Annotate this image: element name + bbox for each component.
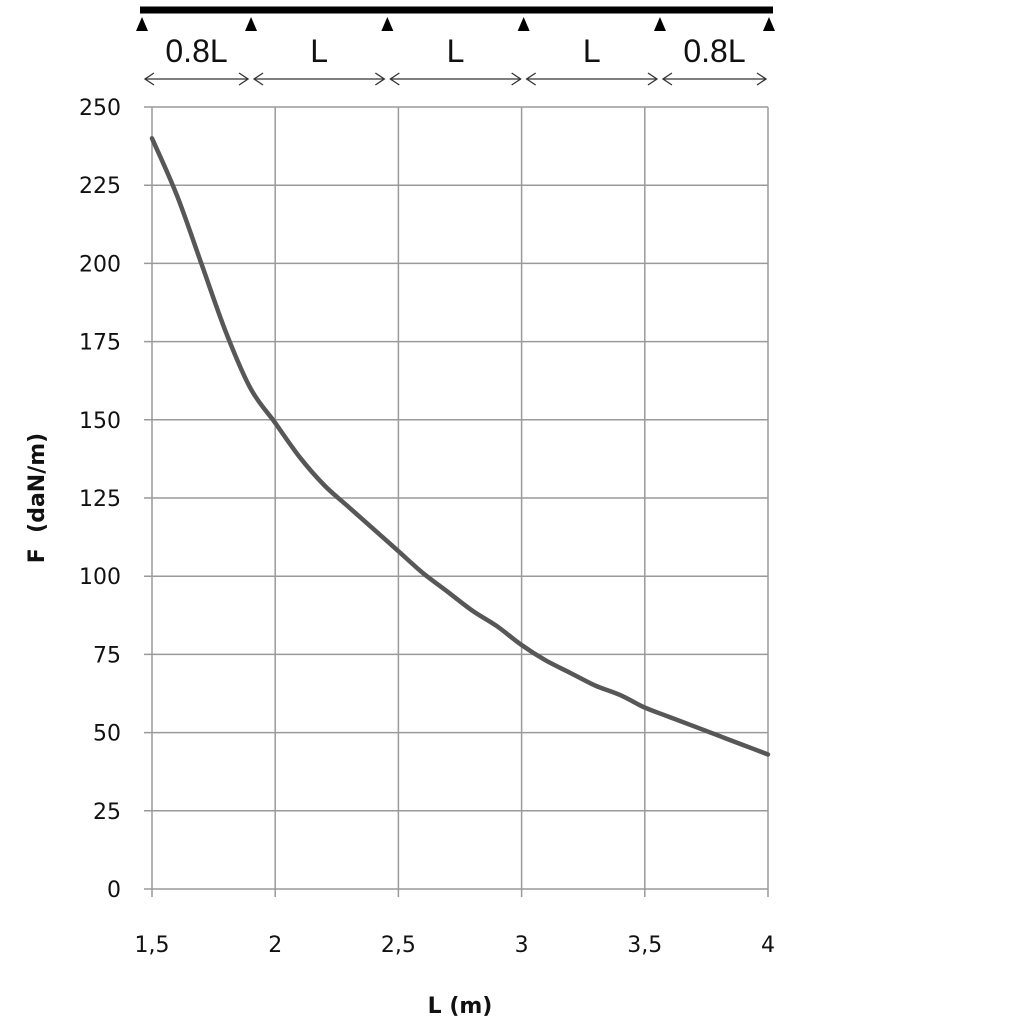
dimension-arrowhead xyxy=(647,72,659,86)
y-tick-label: 200 xyxy=(79,252,121,277)
dimension-arrowhead xyxy=(756,72,768,86)
y-tick-label: 250 xyxy=(79,96,121,121)
y-axis-title: F (daN/m) xyxy=(25,433,50,563)
support-triangle xyxy=(381,17,394,31)
span-label: 0.8L xyxy=(683,33,745,69)
dimension-arrowhead xyxy=(389,72,400,86)
dimension-arrowhead xyxy=(511,72,522,86)
series-layer xyxy=(149,136,771,757)
support-triangle xyxy=(763,17,775,31)
y-tick-label: 125 xyxy=(79,487,121,512)
support-triangle xyxy=(517,17,530,31)
y-tick-label: 0 xyxy=(107,878,121,903)
support-triangle xyxy=(245,17,258,31)
y-tick-label: 175 xyxy=(79,331,121,356)
dimension-arrowhead xyxy=(252,72,264,86)
y-tick-label: 150 xyxy=(79,409,121,434)
x-tick-label: 1,5 xyxy=(135,933,170,958)
grid xyxy=(144,106,769,897)
y-tick-label: 50 xyxy=(93,722,121,747)
dimension-arrowhead xyxy=(525,72,537,86)
span-label: L xyxy=(447,33,465,69)
x-axis-title: L (m) xyxy=(428,994,493,1019)
dimension-arrowhead xyxy=(661,72,673,86)
dimension-arrowhead xyxy=(374,72,386,86)
y-tick-label: 225 xyxy=(79,174,121,199)
span-label: L xyxy=(583,33,601,69)
y-tick-label: 25 xyxy=(93,800,121,825)
dimension-arrowhead xyxy=(143,72,155,86)
support-triangle xyxy=(653,17,666,31)
y-tick-label: 75 xyxy=(93,643,121,668)
series-line xyxy=(149,136,771,757)
support-triangle xyxy=(136,17,148,31)
x-tick-label: 3 xyxy=(515,933,529,958)
span-label: L xyxy=(310,33,328,69)
y-tick-label: 100 xyxy=(79,565,121,590)
x-tick-label: 4 xyxy=(761,933,775,958)
x-tick-label: 2 xyxy=(268,933,282,958)
span-diagram: 0.8L L L L 0.8L xyxy=(136,6,775,86)
x-axis-ticks: 1,5 2 2,5 3 3,5 4 xyxy=(135,933,776,958)
x-tick-label: 3,5 xyxy=(627,933,662,958)
x-tick-label: 2,5 xyxy=(381,933,416,958)
dimension-arrowhead xyxy=(238,72,250,86)
y-axis-ticks: 0 25 50 75 100 125 150 175 200 225 250 xyxy=(79,96,121,903)
span-label: 0.8L xyxy=(165,33,227,69)
